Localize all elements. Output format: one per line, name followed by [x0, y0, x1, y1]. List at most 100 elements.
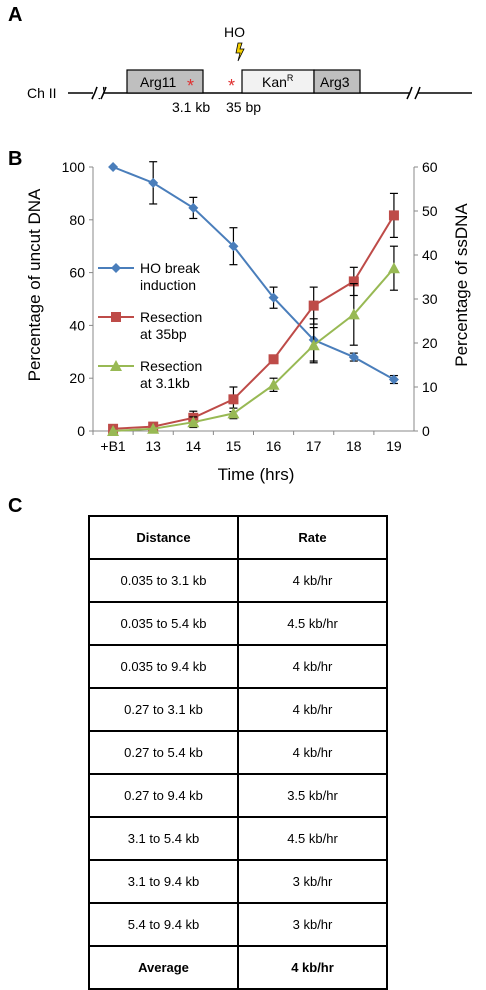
chromosome-label: Ch II — [27, 85, 57, 101]
y-tick-label-left: 60 — [69, 265, 85, 281]
data-point-triangle — [347, 308, 360, 320]
y-axis-label-left: Percentage of uncut DNA — [25, 188, 44, 381]
distance-cell: 3.1 to 5.4 kb — [88, 816, 239, 861]
table-header-row: Distance Rate — [88, 515, 388, 560]
table-row: 0.27 to 3.1 kb 4 kb/hr — [88, 687, 388, 732]
break-mark-left-lines-icon — [91, 86, 107, 100]
y-tick-label-left: 100 — [62, 159, 86, 175]
rate-cell: 4 kb/hr — [237, 730, 388, 775]
rate-cell: 3 kb/hr — [237, 859, 388, 904]
average-label-cell: Average — [88, 945, 239, 990]
x-tick-label: 18 — [346, 438, 362, 454]
y-tick-label-right: 0 — [422, 423, 430, 439]
x-axis-label: Time (hrs) — [218, 465, 295, 484]
y-tick-label-right: 10 — [422, 379, 438, 395]
table-row: 5.4 to 9.4 kb 3 kb/hr — [88, 902, 388, 947]
data-point-triangle — [187, 416, 200, 428]
data-point-square — [348, 276, 359, 287]
distance-cell: 5.4 to 9.4 kb — [88, 902, 239, 947]
distance-label-right: 35 bp — [226, 99, 261, 115]
data-point-square — [111, 312, 121, 322]
data-point-diamond — [348, 352, 359, 363]
data-point-diamond — [188, 202, 199, 213]
series-line — [112, 166, 395, 381]
distance-label-left: 3.1 kb — [172, 99, 210, 115]
y-tick-label-right: 20 — [422, 335, 438, 351]
x-tick-label: +B1 — [100, 438, 126, 454]
column-header-rate: Rate — [237, 515, 388, 560]
data-point-diamond — [148, 177, 159, 188]
data-point-diamond — [111, 263, 121, 273]
table-row-average: Average 4 kb/hr — [88, 945, 388, 990]
rate-cell: 4 kb/hr — [237, 558, 388, 603]
distance-cell: 3.1 to 9.4 kb — [88, 859, 239, 904]
data-point-triangle — [227, 407, 240, 419]
y-tick-label-right: 30 — [422, 291, 438, 307]
gene-box-arg3 — [313, 69, 361, 94]
rate-cell: 3 kb/hr — [237, 902, 388, 947]
legend-entry-label: HO break — [140, 260, 201, 276]
panel-label-b: B — [8, 148, 23, 170]
y-tick-label-right: 50 — [422, 203, 438, 219]
x-tick-label: 16 — [266, 438, 282, 454]
y-tick-label-left: 0 — [77, 423, 85, 439]
data-point-triangle — [307, 339, 320, 351]
resection-chart: Percentage of uncut DNA Percentage of ss… — [25, 159, 471, 484]
asterisk-middle-icon: * — [228, 76, 235, 96]
data-point-square — [308, 300, 319, 311]
break-gap-right — [410, 88, 418, 98]
break-mark-right-icon — [406, 86, 421, 100]
series-line — [113, 214, 395, 430]
data-point-triangle — [387, 262, 400, 274]
asterisk-left-icon: * — [187, 76, 194, 96]
table-row: 0.035 to 3.1 kb 4 kb/hr — [88, 558, 388, 603]
data-point-triangle — [107, 425, 120, 436]
rate-cell: 3.5 kb/hr — [237, 773, 388, 818]
x-tick-label: 13 — [145, 438, 161, 454]
y-axis-label-right: Percentage of ssDNA — [452, 203, 471, 367]
y-tick-label-left: 40 — [69, 317, 85, 333]
distance-cell: 0.035 to 3.1 kb — [88, 558, 239, 603]
x-tick-label: 17 — [306, 438, 322, 454]
break-gap-left — [93, 88, 103, 98]
locus-diagram: Ch II Arg11 * * KanR Arg3 HO 3.1 kb 35 b… — [27, 24, 472, 115]
data-point-square — [388, 210, 399, 221]
y-tick-label-right: 60 — [422, 159, 438, 175]
resection-rate-table: Distance Rate 0.035 to 3.1 kb 4 kb/hr 0.03… — [88, 515, 388, 990]
distance-cell: 0.27 to 9.4 kb — [88, 773, 239, 818]
distance-cell: 0.27 to 5.4 kb — [88, 730, 239, 775]
x-tick-label: 14 — [186, 438, 202, 454]
data-point-diamond — [228, 241, 239, 252]
legend-entry-label: induction — [140, 277, 196, 293]
rate-cell: 4.5 kb/hr — [237, 601, 388, 646]
rate-cell: 4 kb/hr — [237, 644, 388, 689]
column-header-distance: Distance — [88, 515, 239, 560]
ho-label: HO — [224, 24, 245, 40]
lightning-icon — [235, 42, 245, 62]
distance-cell: 0.27 to 3.1 kb — [88, 687, 239, 732]
y-tick-label-left: 80 — [69, 212, 85, 228]
data-point-square — [228, 394, 239, 405]
data-point-diamond — [388, 374, 399, 385]
distance-cell: 0.035 to 9.4 kb — [88, 644, 239, 689]
legend-entry-label: at 35bp — [140, 326, 187, 342]
x-tick-label: 19 — [386, 438, 402, 454]
gene-label-arg3: Arg3 — [320, 74, 350, 90]
gene-box-arg11 — [126, 69, 204, 94]
panel-label-c: C — [8, 495, 23, 517]
y-tick-label-right: 40 — [422, 247, 438, 263]
table-row: 0.27 to 9.4 kb 3.5 kb/hr — [88, 773, 388, 818]
table-row: 0.27 to 5.4 kb 4 kb/hr — [88, 730, 388, 775]
distance-cell: 0.035 to 5.4 kb — [88, 601, 239, 646]
gene-label-kanr: KanR — [262, 73, 294, 90]
table-row: 0.035 to 9.4 kb 4 kb/hr — [88, 644, 388, 689]
legend-entry-label: at 3.1kb — [140, 375, 190, 391]
data-point-triangle — [147, 422, 160, 434]
rate-cell: 4 kb/hr — [237, 687, 388, 732]
y-tick-label-left: 20 — [69, 370, 85, 386]
series-group — [107, 245, 400, 436]
x-tick-label: 15 — [226, 438, 242, 454]
legend-entry-label: Resection — [140, 358, 202, 374]
data-point-triangle — [267, 378, 280, 390]
average-rate-cell: 4 kb/hr — [237, 945, 388, 990]
